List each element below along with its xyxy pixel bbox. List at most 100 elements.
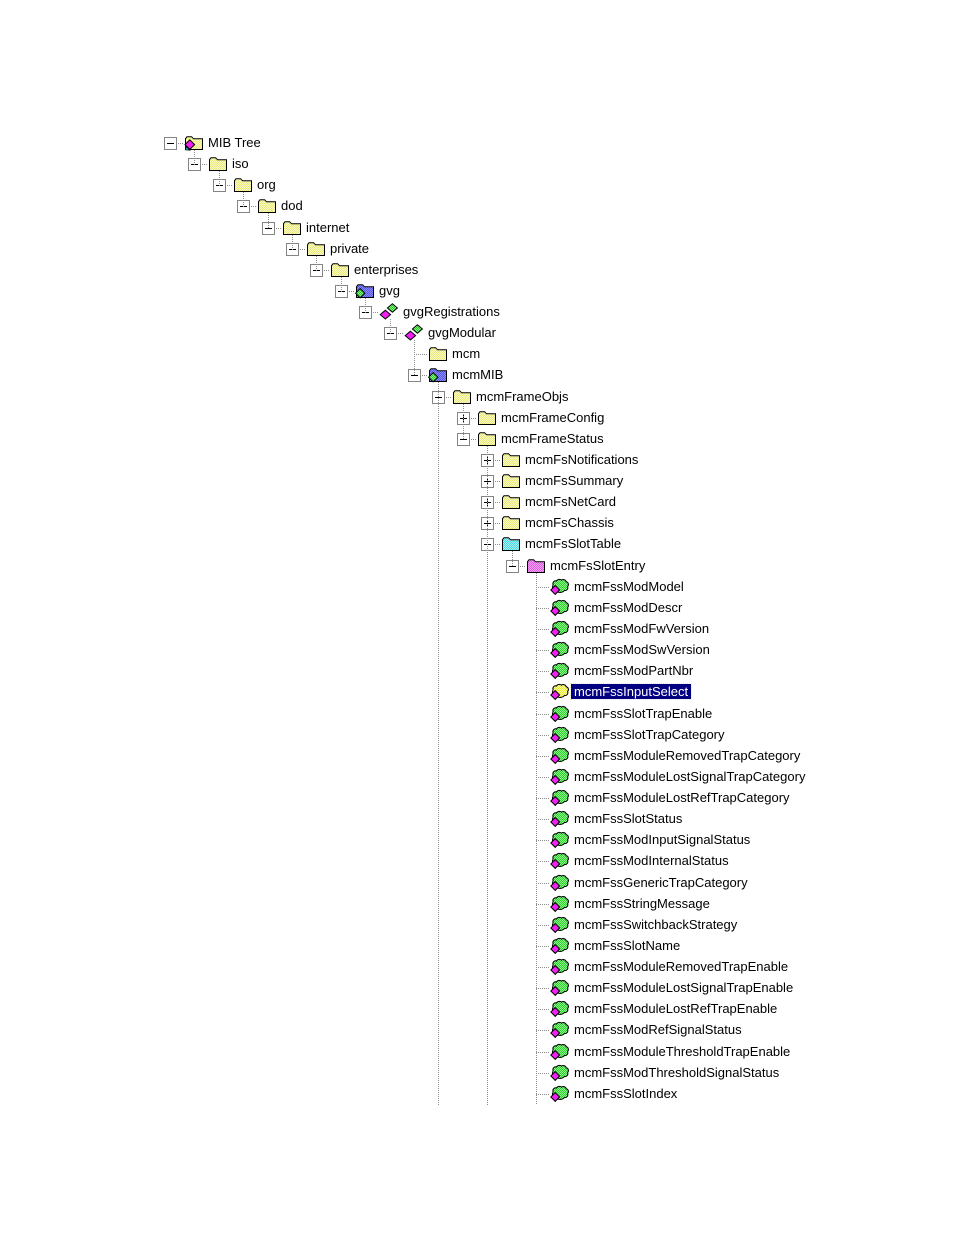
folder-icon[interactable]: [501, 493, 521, 511]
table-folder-icon[interactable]: [501, 535, 521, 553]
connector-line: [536, 1052, 550, 1053]
leaf-scalar-icon[interactable]: [550, 683, 570, 701]
tree-node-label[interactable]: mcmFssModRefSignalStatus: [574, 1022, 742, 1037]
tree-node-label[interactable]: mcmFrameConfig: [501, 410, 605, 425]
folder-icon[interactable]: [501, 451, 521, 469]
leaf-scalar-icon[interactable]: [550, 916, 570, 934]
mib-module-folder-icon[interactable]: [354, 282, 375, 300]
tree-node-label[interactable]: mcmFssModuleLostSignalTrapEnable: [574, 980, 794, 995]
leaf-scalar-icon[interactable]: [550, 1064, 570, 1082]
leaf-scalar-icon[interactable]: [550, 789, 570, 807]
registration-diamond-icon[interactable]: [404, 324, 424, 342]
folder-icon[interactable]: [477, 430, 497, 448]
connector-line: [536, 861, 550, 862]
tree-node-label[interactable]: MIB Tree: [208, 135, 261, 150]
folder-icon[interactable]: [330, 261, 350, 279]
tree-node-label[interactable]: mcmFssModuleThresholdTrapEnable: [574, 1044, 791, 1059]
leaf-scalar-icon[interactable]: [550, 599, 570, 617]
leaf-scalar-icon[interactable]: [550, 810, 570, 828]
tree-node-label[interactable]: mcmFssModuleLostRefTrapCategory: [574, 790, 790, 805]
tree-node-label[interactable]: gvg: [379, 283, 400, 298]
tree-node-label[interactable]: mcmFsSlotTable: [525, 536, 622, 551]
connector-line: [536, 671, 550, 672]
tree-node-label[interactable]: enterprises: [354, 262, 419, 277]
tree-node-label[interactable]: mcmFssModThresholdSignalStatus: [574, 1065, 780, 1080]
registration-diamond-icon[interactable]: [379, 303, 399, 321]
leaf-scalar-icon[interactable]: [550, 958, 570, 976]
connector-line: [390, 333, 404, 334]
tree-node-label[interactable]: mcmFrameObjs: [476, 389, 569, 404]
tree-node-label[interactable]: mcmFssStringMessage: [574, 896, 710, 911]
leaf-scalar-icon[interactable]: [550, 979, 570, 997]
tree-node-label[interactable]: mcmFssSlotStatus: [574, 811, 683, 826]
tree-node-label[interactable]: mcmFssInputSelect: [569, 683, 693, 700]
entry-folder-icon[interactable]: [526, 557, 546, 575]
folder-icon[interactable]: [282, 219, 302, 237]
leaf-scalar-icon[interactable]: [550, 937, 570, 955]
folder-icon[interactable]: [501, 514, 521, 532]
folder-icon[interactable]: [477, 409, 497, 427]
tree-node-label[interactable]: mcmFsNetCard: [525, 494, 617, 509]
mib-module-folder-icon[interactable]: [427, 366, 448, 384]
leaf-scalar-icon[interactable]: [550, 1043, 570, 1061]
folder-icon[interactable]: [208, 155, 228, 173]
folder-icon[interactable]: [257, 197, 277, 215]
mib-tree-root-icon[interactable]: [184, 134, 204, 152]
tree-node-label[interactable]: org: [257, 177, 276, 192]
leaf-scalar-icon[interactable]: [550, 747, 570, 765]
tree-node-label[interactable]: mcmFsSummary: [525, 473, 624, 488]
tree-node-label[interactable]: mcmFssModuleLostSignalTrapCategory: [574, 769, 806, 784]
connector-line: [219, 185, 233, 186]
tree-node-label[interactable]: iso: [232, 156, 249, 171]
tree-node-label[interactable]: mcmFssModFwVersion: [574, 621, 710, 636]
tree-node-label[interactable]: private: [330, 241, 370, 256]
tree-node-label[interactable]: mcmFssSwitchbackStrategy: [574, 917, 738, 932]
tree-node-label[interactable]: mcmFssGenericTrapCategory: [574, 875, 748, 890]
leaf-scalar-icon[interactable]: [550, 895, 570, 913]
leaf-scalar-icon[interactable]: [550, 831, 570, 849]
leaf-scalar-icon[interactable]: [550, 874, 570, 892]
tree-node-label[interactable]: mcmFssModInputSignalStatus: [574, 832, 751, 847]
leaf-scalar-icon[interactable]: [550, 641, 570, 659]
tree-node-label[interactable]: mcmFssModPartNbr: [574, 663, 694, 678]
leaf-scalar-icon[interactable]: [550, 1021, 570, 1039]
connector-line: [536, 587, 550, 588]
folder-icon[interactable]: [233, 176, 253, 194]
leaf-scalar-icon[interactable]: [550, 1000, 570, 1018]
tree-node-label[interactable]: mcmFrameStatus: [501, 431, 604, 446]
tree-node-label[interactable]: mcmFssSlotTrapCategory: [574, 727, 725, 742]
leaf-scalar-icon[interactable]: [550, 578, 570, 596]
tree-node-label[interactable]: mcmFssModModel: [574, 579, 684, 594]
tree-node-label[interactable]: mcmFssModuleRemovedTrapCategory: [574, 748, 801, 763]
leaf-scalar-icon[interactable]: [550, 1085, 570, 1103]
tree-node-label[interactable]: gvgModular: [428, 325, 496, 340]
tree-node-label[interactable]: mcmFssSlotTrapEnable: [574, 706, 713, 721]
tree-node-label[interactable]: mcmFssModDescr: [574, 600, 683, 615]
connector-line: [414, 354, 428, 355]
tree-node-label[interactable]: mcmFssSlotName: [574, 938, 681, 953]
tree-node-label[interactable]: mcmFssModSwVersion: [574, 642, 710, 657]
tree-node-label[interactable]: mcmFssSlotIndex: [574, 1086, 678, 1101]
folder-icon[interactable]: [452, 388, 472, 406]
tree-node-label[interactable]: mcmFsNotifications: [525, 452, 639, 467]
leaf-scalar-icon[interactable]: [550, 620, 570, 638]
leaf-scalar-icon[interactable]: [550, 852, 570, 870]
leaf-scalar-icon[interactable]: [550, 726, 570, 744]
tree-node-label[interactable]: mcmFsSlotEntry: [550, 558, 646, 573]
folder-icon[interactable]: [501, 472, 521, 490]
leaf-scalar-icon[interactable]: [550, 768, 570, 786]
tree-node-label[interactable]: mcmMIB: [452, 367, 504, 382]
tree-node-label[interactable]: mcmFssModuleLostRefTrapEnable: [574, 1001, 778, 1016]
tree-node-label[interactable]: internet: [306, 220, 350, 235]
tree-node-label[interactable]: dod: [281, 198, 303, 213]
leaf-scalar-icon[interactable]: [550, 662, 570, 680]
expand-collapse-toggle[interactable]: [164, 137, 177, 150]
tree-node-label[interactable]: mcmFssModInternalStatus: [574, 853, 729, 868]
tree-node-label[interactable]: mcm: [452, 346, 481, 361]
folder-icon[interactable]: [428, 345, 448, 363]
folder-icon[interactable]: [306, 240, 326, 258]
leaf-scalar-icon[interactable]: [550, 705, 570, 723]
tree-node-label[interactable]: mcmFssModuleRemovedTrapEnable: [574, 959, 789, 974]
tree-node-label[interactable]: gvgRegistrations: [403, 304, 500, 319]
tree-node-label[interactable]: mcmFsChassis: [525, 515, 614, 530]
